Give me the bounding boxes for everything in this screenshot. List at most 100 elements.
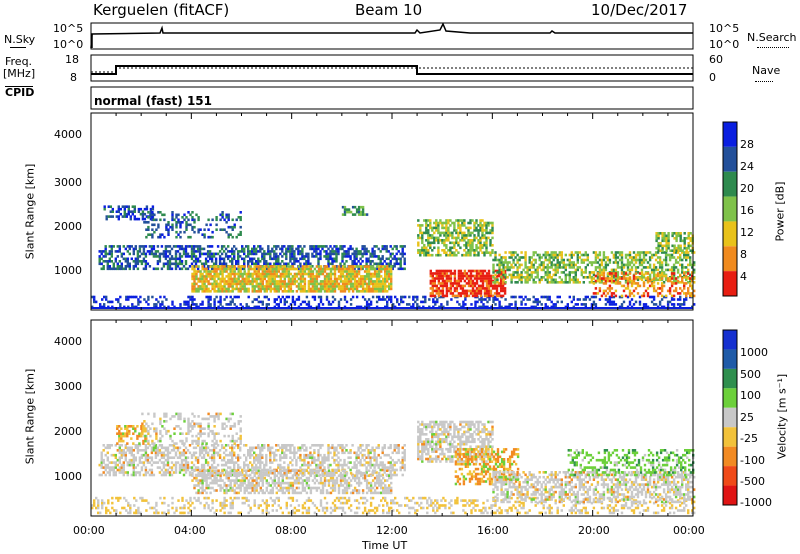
range-gate-cell [674,506,678,510]
range-gate-cell [361,245,364,248]
range-gate-cell [327,290,331,293]
range-gate-cell [100,250,103,253]
range-gate-cell [455,279,459,283]
range-gate-cell [365,499,369,502]
range-gate-cell [554,281,557,284]
range-gate-cell [339,265,342,268]
range-gate-cell [112,473,115,477]
range-gate-cell [427,239,430,242]
range-gate-cell [273,285,276,288]
range-gate-cell [679,244,682,248]
range-gate-cell [235,272,238,276]
range-gate-cell [319,298,323,301]
range-gate-cell [490,504,493,507]
range-gate-cell [355,275,359,278]
range-gate-cell [213,298,216,301]
range-gate-cell [479,246,482,250]
range-gate-cell [309,290,313,293]
range-gate-cell [317,305,321,309]
range-gate-cell [461,239,464,242]
range-gate-cell [297,267,300,271]
range-gate-cell [574,263,577,267]
range-gate-cell [445,246,448,250]
range-gate-cell [497,294,501,298]
range-gate-cell [273,280,276,283]
range-gate-cell [612,509,616,512]
range-gate-cell [229,277,232,281]
range-gate-cell [483,241,486,245]
beam-title: Beam 10 [355,1,423,19]
range-gate-cell [562,271,565,274]
range-gate-cell [343,208,347,211]
range-gate-cell [443,282,447,285]
range-gate-cell [667,239,670,243]
range-gate-cell [147,216,150,219]
range-gate-cell [351,267,355,271]
range-gate-cell [289,282,293,286]
range-gate-cell [532,266,535,269]
range-gate-cell [429,219,432,222]
range-gate-cell [138,260,142,263]
range-gate-cell [118,250,121,253]
range-gate-cell [327,280,331,283]
range-gate-cell [265,252,268,256]
range-gate-cell [102,466,105,469]
range-gate-cell [221,213,224,217]
range-gate-cell [622,300,626,304]
range-gate-cell [136,252,140,256]
range-gate-cell [140,262,144,266]
range-gate-cell [524,261,527,264]
range-gate-cell [640,278,644,282]
range-gate-cell [293,280,297,283]
range-gate-cell [369,303,373,306]
range-gate-cell [382,267,385,271]
range-gate-cell [661,237,664,240]
range-gate-cell [151,218,154,222]
range-gate-cell [516,266,519,269]
range-gate-cell [425,251,428,254]
range-gate-cell [149,215,153,218]
range-gate-cell [231,504,234,507]
range-gate-cell [445,226,448,230]
range-gate-cell [144,252,148,256]
range-gate-cell [349,267,353,271]
range-gate-cell [584,266,587,269]
range-gate-cell [430,501,433,505]
range-gate-cell [209,272,212,276]
range-gate-cell [251,267,254,271]
velocity-cb-tick-m25: -25 [740,432,758,445]
range-gate-cell [687,272,690,275]
range-gate-cell [544,273,547,277]
range-gate-cell [546,276,549,279]
range-gate-cell [428,298,431,301]
range-gate-cell [552,253,555,257]
range-gate-cell [676,279,680,283]
range-gate-cell [538,258,541,262]
range-gate-cell [269,257,272,261]
range-gate-cell [590,276,594,279]
range-gate-cell [672,282,676,285]
range-gate-cell [420,506,423,510]
range-gate-cell [337,285,341,288]
range-gate-cell [168,265,172,268]
range-gate-cell [155,511,158,515]
range-gate-cell [186,252,190,256]
range-gate-cell [622,277,626,280]
range-gate-cell [339,287,343,291]
range-gate-cell [317,267,321,271]
range-gate-cell [485,244,488,247]
range-gate-cell [516,261,519,264]
range-gate-cell [610,292,614,295]
range-gate-cell [518,295,521,299]
range-gate-cell [197,305,200,309]
range-gate-cell [170,247,174,251]
range-gate-cell [449,277,453,280]
range-gate-cell [279,275,282,278]
range-gate-cell [528,268,531,272]
range-gate-cell [594,266,598,269]
range-gate-cell [656,272,660,275]
range-gate-cell [263,252,266,256]
range-gate-cell [638,511,642,515]
range-gate-cell [489,294,493,298]
range-gate-cell [456,496,459,500]
